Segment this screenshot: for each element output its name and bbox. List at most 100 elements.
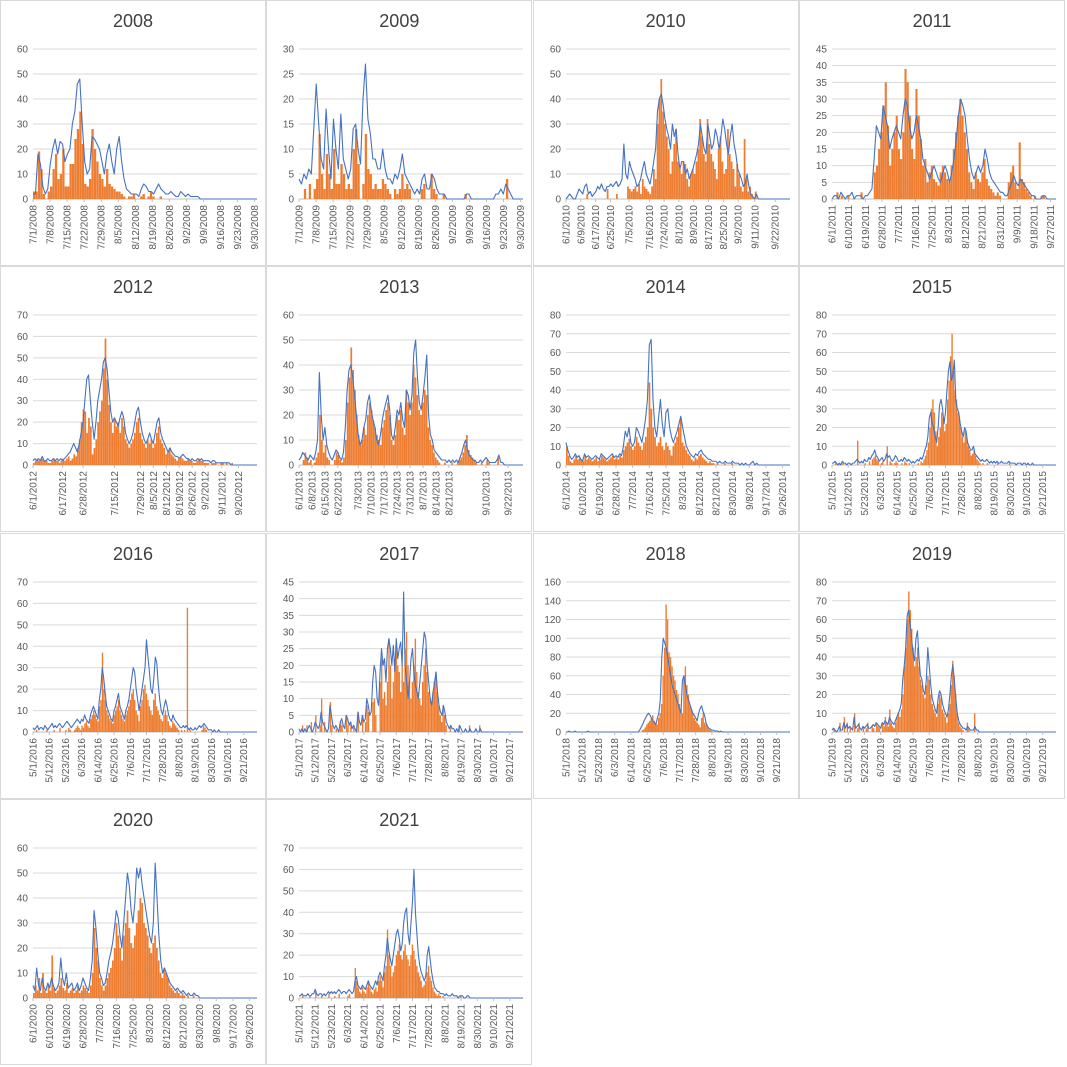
y-tick-label: 0 bbox=[22, 993, 28, 1004]
x-tick-label: 6/28/2014 bbox=[611, 471, 622, 516]
bar bbox=[103, 688, 105, 732]
bar bbox=[464, 445, 467, 466]
bar bbox=[53, 987, 55, 998]
bar bbox=[381, 658, 383, 732]
x-tick-label: 7/17/2017 bbox=[408, 737, 419, 782]
bar bbox=[665, 136, 668, 199]
bar bbox=[983, 159, 986, 199]
x-tick-label: 7/15/2008 bbox=[63, 205, 74, 250]
bar bbox=[673, 442, 676, 466]
bar bbox=[185, 461, 188, 466]
bar bbox=[955, 399, 958, 466]
bar bbox=[694, 720, 697, 732]
bar bbox=[894, 722, 897, 732]
bar bbox=[434, 991, 436, 998]
bar bbox=[666, 446, 669, 466]
bar bbox=[304, 452, 307, 466]
y-tick-label: 0 bbox=[289, 461, 295, 472]
x-tick-label: 8/8/2017 bbox=[441, 737, 452, 776]
x-tick-label: 6/14/2021 bbox=[360, 1004, 371, 1049]
x-tick-label: 6/17/2012 bbox=[58, 471, 69, 516]
bar bbox=[419, 698, 421, 732]
bar bbox=[113, 189, 116, 199]
bar bbox=[113, 947, 116, 998]
bar bbox=[150, 952, 153, 998]
y-tick-label: 10 bbox=[17, 170, 29, 181]
bar bbox=[404, 944, 407, 998]
bar bbox=[889, 461, 891, 466]
bar bbox=[700, 136, 703, 199]
bar bbox=[679, 708, 682, 732]
bar bbox=[950, 165, 953, 199]
bar bbox=[394, 658, 396, 732]
bar bbox=[391, 976, 393, 998]
bar bbox=[889, 165, 892, 199]
bar bbox=[695, 161, 698, 199]
bar bbox=[681, 442, 684, 466]
bar bbox=[987, 185, 990, 199]
bar bbox=[904, 461, 906, 466]
bar bbox=[132, 439, 134, 466]
x-tick-label: 7/8/2008 bbox=[46, 205, 57, 244]
bar bbox=[927, 442, 930, 466]
x-tick-label: 8/3/2020 bbox=[145, 1004, 156, 1043]
y-tick-label: 30 bbox=[816, 95, 828, 106]
bar bbox=[192, 995, 195, 998]
bar bbox=[938, 694, 941, 732]
chart-title: 2010 bbox=[645, 11, 686, 31]
x-tick-label: 7/17/2013 bbox=[380, 471, 391, 516]
x-tick-label: 8/30/2019 bbox=[1006, 737, 1017, 782]
bar bbox=[659, 437, 662, 466]
bar bbox=[406, 955, 408, 998]
bar bbox=[860, 192, 863, 199]
bar bbox=[631, 450, 634, 466]
y-tick-label: 160 bbox=[544, 577, 561, 588]
bar bbox=[433, 452, 436, 466]
bar bbox=[904, 69, 907, 199]
bar bbox=[225, 463, 228, 466]
y-tick-label: 30 bbox=[17, 120, 29, 131]
bar bbox=[123, 720, 126, 732]
bar bbox=[596, 461, 599, 466]
bar bbox=[952, 149, 955, 199]
x-tick-label: 6/8/2013 bbox=[308, 471, 319, 510]
x-tick-label: 8/7/2013 bbox=[419, 471, 430, 510]
x-tick-label: 7/17/2021 bbox=[408, 1004, 419, 1049]
bar bbox=[110, 422, 112, 466]
bar bbox=[80, 422, 83, 466]
x-tick-label: 9/11/2010 bbox=[750, 205, 761, 249]
x-tick-label: 7/25/2014 bbox=[661, 471, 672, 516]
bar bbox=[314, 462, 316, 466]
x-tick-label: 7/24/2010 bbox=[659, 205, 670, 250]
bar bbox=[994, 195, 997, 199]
bar bbox=[154, 693, 156, 732]
bar bbox=[395, 955, 398, 998]
bar bbox=[231, 463, 234, 466]
bar bbox=[986, 463, 989, 466]
bar bbox=[420, 415, 423, 466]
bar bbox=[411, 402, 414, 466]
chart-panel-2020: 2020 0 10 20 30 40 50 60 6/1/2020 6/10/2020 6/19/2… bbox=[0, 798, 266, 1065]
bar bbox=[403, 435, 406, 466]
bar bbox=[642, 442, 645, 466]
bar bbox=[348, 377, 351, 466]
chart-title: 2013 bbox=[379, 277, 420, 298]
bar bbox=[928, 679, 931, 732]
bar bbox=[660, 703, 663, 732]
bar bbox=[179, 995, 182, 998]
bar bbox=[646, 427, 649, 466]
bar bbox=[944, 716, 947, 732]
bar bbox=[414, 959, 417, 998]
bar bbox=[97, 960, 99, 998]
y-tick-label: 0 bbox=[289, 195, 295, 206]
bar bbox=[948, 380, 950, 466]
y-tick-label: 80 bbox=[550, 311, 562, 322]
bar bbox=[56, 990, 59, 998]
bar bbox=[99, 977, 101, 998]
bar bbox=[429, 976, 432, 998]
chart-svg: 0 10 20 30 40 50 60 70 6/1/2012 6/17/2012 6/28/201… bbox=[17, 311, 257, 516]
bar bbox=[922, 165, 925, 199]
bar bbox=[51, 955, 54, 998]
x-tick-label: 9/10/2017 bbox=[489, 737, 500, 782]
bar bbox=[849, 726, 851, 732]
